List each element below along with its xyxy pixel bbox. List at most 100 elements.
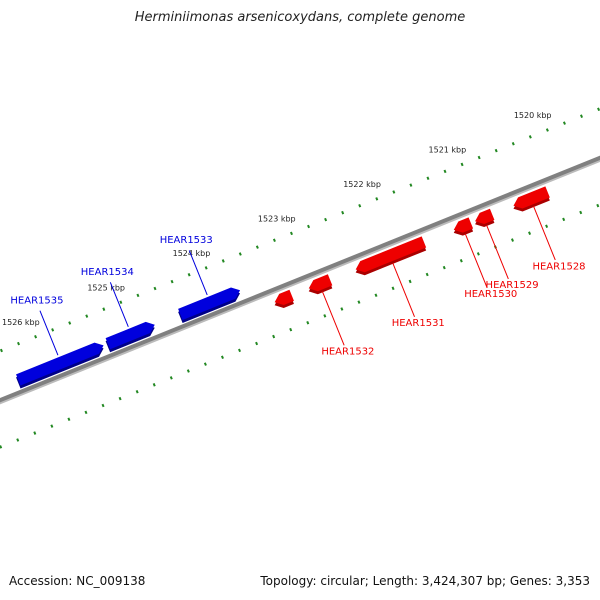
outer-minor-tick [580, 114, 583, 118]
outer-minor-tick [562, 121, 566, 125]
tick-label-1522: 1522 kbp [343, 180, 381, 189]
inner-minor-tick [408, 279, 412, 284]
outer-minor-tick [119, 300, 123, 305]
inner-minor-tick [323, 314, 327, 318]
outer-minor-tick [392, 190, 396, 194]
outer-minor-tick [528, 135, 532, 139]
outer-minor-tick [85, 314, 89, 318]
outer-minor-tick [238, 252, 242, 256]
inner-minor-tick [289, 327, 293, 332]
gene-arrow-hear1535[interactable] [16, 342, 104, 386]
gene-arrow-hear1531[interactable] [355, 236, 427, 273]
tick-layer [0, 107, 600, 449]
outer-minor-tick [221, 259, 225, 263]
gene-label-hear1531: HEAR1531 [392, 318, 445, 329]
outer-minor-tick [545, 128, 549, 132]
outer-minor-tick [358, 204, 362, 208]
outer-minor-tick [102, 307, 106, 311]
outer-minor-tick [409, 183, 413, 187]
inner-minor-tick [255, 341, 259, 346]
label-layer: 1520 kbp 1521 kbp 1522 kbp 1523 kbp 1524 kbp… [2, 111, 586, 358]
gene-arrow-hear1528[interactable] [513, 186, 550, 209]
gene-layer [16, 186, 550, 389]
outer-minor-tick [170, 279, 174, 284]
inner-minor-tick [340, 307, 344, 311]
genome-backbone [0, 155, 600, 405]
inner-minor-tick [357, 300, 361, 304]
outer-minor-tick [204, 266, 208, 270]
outer-minor-tick [136, 293, 140, 298]
gene-label-hear1532: HEAR1532 [321, 347, 374, 358]
outer-minor-tick [289, 231, 293, 236]
outer-minor-tick [341, 210, 345, 215]
genome-summary: Topology: circular; Length: 3,424,307 bp… [260, 574, 590, 588]
tick-label-1524: 1524 kbp [173, 249, 211, 258]
backbone-line [0, 155, 600, 403]
inner-minor-tick [203, 362, 207, 366]
outer-minor-tick [375, 197, 379, 201]
tick-label-1520: 1520 kbp [514, 111, 552, 120]
inner-minor-tick [545, 224, 549, 229]
outer-minor-tick [307, 224, 311, 229]
inner-minor-tick [596, 203, 600, 208]
inner-minor-tick [169, 376, 173, 380]
gene-label-hear1530: HEAR1530 [464, 289, 517, 300]
outer-minor-tick [426, 176, 430, 180]
outer-minor-tick [34, 334, 38, 339]
inner-minor-tick [442, 265, 446, 270]
inner-minor-tick [238, 348, 242, 353]
gene-leader-line [533, 206, 556, 261]
outer-minor-tick [255, 245, 259, 249]
inner-minor-tick [459, 258, 463, 263]
gene-arrow-hear1529[interactable] [475, 208, 495, 225]
inner-minor-tick [528, 231, 532, 235]
inner-minor-tick [152, 383, 156, 387]
tick-label-1523: 1523 kbp [258, 215, 296, 224]
gene-arrow-hear1530[interactable] [453, 217, 474, 233]
gene-label-hear1533: HEAR1533 [160, 235, 213, 246]
inner-minor-tick [510, 238, 514, 242]
gene-arrow-hear1534[interactable] [105, 321, 155, 350]
outer-minor-tick [324, 217, 328, 222]
inner-minor-tick [50, 424, 54, 428]
inner-minor-tick [220, 355, 224, 360]
outer-minor-tick [511, 141, 515, 146]
tick-label-1525: 1525 kbp [87, 283, 125, 292]
gene-leader-line [321, 291, 345, 346]
inner-minor-tick [135, 389, 139, 394]
outer-minor-tick [597, 107, 600, 112]
inner-minor-tick [101, 403, 105, 408]
gene-arrow-hear1532[interactable] [308, 274, 333, 292]
outer-minor-tick [460, 162, 464, 167]
gene-label-hear1534: HEAR1534 [81, 267, 134, 278]
accession-label: Accession: NC_009138 [9, 574, 146, 588]
gene-leader-line [109, 282, 129, 327]
tick-label-1526: 1526 kbp [2, 318, 40, 327]
inner-minor-tick [33, 431, 37, 435]
inner-minor-tick [118, 396, 122, 401]
outer-minor-tick [153, 286, 157, 291]
outer-minor-tick [17, 341, 21, 346]
outer-minor-tick [68, 321, 72, 325]
outer-minor-tick [51, 328, 55, 332]
gene-leader-line [39, 310, 59, 356]
outer-minor-tick [443, 169, 447, 174]
gene-leader-line [188, 250, 208, 296]
inner-minor-tick [84, 410, 88, 415]
gene-arrow[interactable] [274, 289, 294, 305]
inner-minor-tick [476, 252, 480, 256]
gene-arrow-hear1533[interactable] [178, 287, 241, 320]
gene-label-hear1529: HEAR1529 [486, 280, 539, 291]
inner-minor-tick [272, 334, 276, 339]
outer-minor-tick [477, 155, 481, 160]
outer-minor-tick [187, 272, 191, 277]
inner-minor-tick [562, 217, 566, 222]
outer-minor-tick [272, 238, 276, 243]
inner-minor-tick [306, 321, 310, 325]
gene-leader-line [486, 224, 509, 280]
inner-minor-tick [16, 438, 20, 442]
gene-label-hear1528: HEAR1528 [532, 261, 585, 272]
gene-label-hear1535: HEAR1535 [10, 295, 63, 306]
inner-minor-tick [0, 445, 3, 449]
